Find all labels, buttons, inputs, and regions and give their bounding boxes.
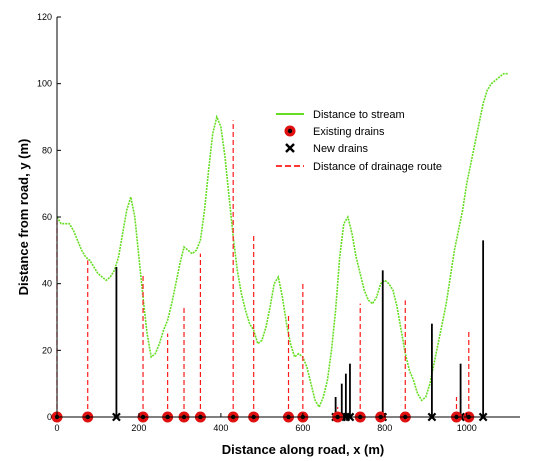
- legend-stream-label: Distance to stream: [313, 109, 405, 121]
- x-tick-label: 800: [377, 423, 392, 433]
- legend: Distance to stream Existing drains New d…: [276, 109, 442, 173]
- y-tick-label: 60: [42, 212, 52, 222]
- legend-new-swatch: [285, 143, 295, 153]
- y-tick-label: 120: [37, 12, 52, 22]
- y-tick-label: 40: [42, 279, 52, 289]
- legend-existing-label: Existing drains: [313, 126, 385, 138]
- x-axis-title: Distance along road, x (m): [222, 442, 385, 457]
- axes: 0 20 40 60 80 100 120 0 200 400 600 800 1000: [37, 12, 520, 433]
- y-tick-label: 100: [37, 79, 52, 89]
- y-tick-label: 80: [42, 145, 52, 155]
- legend-route-label: Distance of drainage route: [313, 161, 442, 173]
- x-tick-label: 1000: [457, 423, 477, 433]
- x-tick-label: 200: [131, 423, 146, 433]
- y-axis-title: Distance from road, y (m): [16, 139, 31, 296]
- legend-new-label: New drains: [313, 143, 369, 155]
- x-tick-label: 600: [295, 423, 310, 433]
- y-tick-label: 20: [42, 345, 52, 355]
- y-tick-label: 0: [47, 412, 52, 422]
- legend-existing-swatch-core: [287, 128, 293, 134]
- plot-area: [51, 72, 508, 423]
- x-tick-label: 0: [54, 423, 59, 433]
- x-tick-label: 400: [213, 423, 228, 433]
